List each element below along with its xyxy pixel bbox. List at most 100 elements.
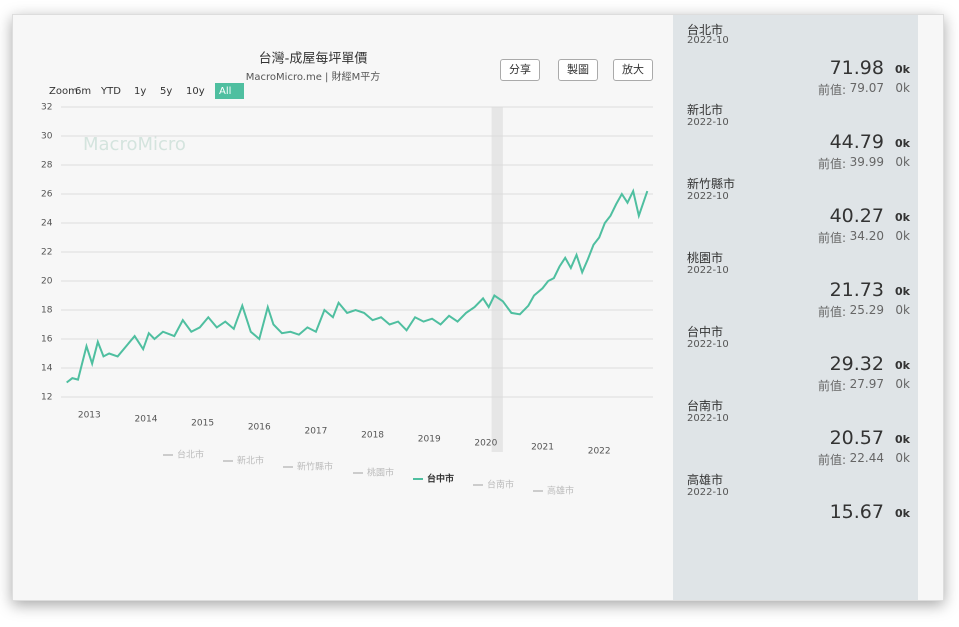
x-tick-label: 2014 — [135, 415, 158, 425]
widget: 台灣-成屋每坪單價 MacroMicro.me | 財經M平方 MacroMic… — [12, 14, 944, 601]
prev-label: 前值: — [817, 157, 846, 171]
sidebar-item[interactable]: 台中市 2022-10 29.32 0k 前值: 27.97 0k — [673, 317, 918, 393]
sidebar-item[interactable]: 桃園市 2022-10 21.73 0k 前值: 25.29 0k — [673, 243, 918, 319]
prev-label: 前值: — [817, 305, 846, 319]
x-tick-label: 2016 — [248, 423, 271, 433]
prev-label: 前值: — [817, 83, 846, 97]
name: 新北市 — [687, 103, 724, 117]
y-tick-label: 18 — [41, 306, 53, 316]
x-tick-label: 2013 — [78, 411, 101, 421]
sidebar-item[interactable]: 新北市 2022-10 44.79 0k 前值: 39.99 0k — [673, 95, 918, 171]
prev-unit: 0k — [895, 155, 910, 169]
legend-item[interactable]: 桃園市 — [367, 467, 394, 479]
y-tick-label: 32 — [41, 103, 52, 113]
series-line — [66, 188, 649, 384]
value: 29.32 — [829, 353, 884, 375]
unit: 0k — [895, 285, 910, 298]
x-tick-label: 2020 — [474, 439, 497, 449]
legend-item[interactable]: 高雄市 — [547, 485, 574, 497]
sidebar-item[interactable]: 新竹縣市 2022-10 40.27 0k 前值: 34.20 0k — [673, 169, 918, 245]
x-tick-label: 2022 — [588, 447, 611, 457]
prev-label: 前值: — [817, 379, 846, 393]
prev-unit: 0k — [895, 377, 910, 391]
name: 高雄市 — [687, 473, 724, 487]
unit: 0k — [895, 507, 910, 520]
date: 2022-10 — [687, 339, 729, 350]
name: 台南市 — [687, 399, 724, 413]
sidebar-item[interactable]: 台南市 2022-10 20.57 0k 前值: 22.44 0k — [673, 391, 918, 467]
date: 2022-10 — [687, 35, 729, 46]
name: 桃園市 — [687, 251, 724, 265]
unit: 0k — [895, 433, 910, 446]
legend-item[interactable]: 新北市 — [237, 455, 264, 467]
chart: 台灣-成屋每坪單價 MacroMicro.me | 財經M平方 MacroMic… — [41, 51, 653, 497]
prev-label: 前值: — [817, 453, 846, 467]
prev-unit: 0k — [895, 451, 910, 465]
legend-item[interactable]: 台南市 — [487, 479, 514, 491]
x-tick-label: 2021 — [531, 443, 554, 453]
zoom-label: Zoom — [49, 86, 78, 97]
value: 71.98 — [829, 57, 884, 79]
prev: 39.99 — [849, 155, 884, 169]
y-tick-label: 22 — [41, 248, 52, 258]
chart-subtitle: MacroMicro.me | 財經M平方 — [246, 70, 380, 83]
sidebar-item[interactable]: 高雄市 2022-10 15.67 0k — [673, 465, 918, 539]
x-tick-label: 2018 — [361, 431, 384, 441]
prev-unit: 0k — [895, 229, 910, 243]
prev: 34.20 — [849, 229, 884, 243]
date: 2022-10 — [687, 117, 729, 128]
draw-button[interactable]: 製圖 — [558, 59, 598, 81]
zoom-option[interactable]: 5y — [160, 86, 172, 97]
sidebar: 台北市 2022-10 71.98 0k 前值: 79.07 0k 新北市 2022-10 44.… — [673, 15, 918, 600]
unit: 0k — [895, 137, 910, 150]
watermark: MacroMicro — [83, 134, 186, 155]
prev: 27.97 — [849, 377, 884, 391]
y-tick-label: 24 — [41, 219, 53, 229]
zoom-active-bg[interactable] — [215, 83, 244, 99]
value: 20.57 — [829, 427, 884, 449]
y-tick-label: 28 — [41, 161, 53, 171]
prev-unit: 0k — [895, 303, 910, 317]
legend-item[interactable]: 台中市 — [427, 473, 454, 485]
name: 台中市 — [687, 325, 724, 339]
zoom-option[interactable]: YTD — [100, 86, 121, 97]
legend-item[interactable]: 台北市 — [177, 449, 204, 461]
name: 新竹縣市 — [687, 177, 736, 191]
y-tick-label: 16 — [41, 335, 53, 345]
prev: 25.29 — [849, 303, 884, 317]
prev: 22.44 — [849, 451, 884, 465]
zoom-option[interactable]: 6m — [75, 86, 91, 97]
zoom-option[interactable]: All — [219, 86, 231, 97]
name: 台北市 — [687, 23, 724, 37]
date: 2022-10 — [687, 265, 729, 276]
y-tick-label: 12 — [41, 393, 52, 403]
unit: 0k — [895, 211, 910, 224]
prev-unit: 0k — [895, 81, 910, 95]
zoom-option[interactable]: 10y — [186, 86, 205, 97]
y-tick-label: 14 — [41, 364, 53, 374]
x-tick-label: 2015 — [191, 419, 214, 429]
chart-title: 台灣-成屋每坪單價 — [259, 51, 368, 67]
unit: 0k — [895, 359, 910, 372]
y-tick-label: 26 — [41, 190, 53, 200]
y-tick-label: 30 — [41, 132, 53, 142]
zoom-option[interactable]: 1y — [134, 86, 146, 97]
date: 2022-10 — [687, 413, 729, 424]
date: 2022-10 — [687, 191, 729, 202]
highlight-band — [491, 107, 503, 452]
legend-item[interactable]: 新竹縣市 — [297, 461, 333, 473]
x-tick-label: 2017 — [304, 427, 327, 437]
value: 21.73 — [829, 279, 884, 301]
date: 2022-10 — [687, 487, 729, 498]
prev: 79.07 — [849, 81, 884, 95]
x-tick-label: 2019 — [418, 435, 441, 445]
sidebar-item[interactable]: 台北市 2022-10 71.98 0k 前值: 79.07 0k — [673, 23, 918, 97]
value: 15.67 — [829, 501, 884, 523]
unit: 0k — [895, 63, 910, 76]
y-tick-label: 20 — [41, 277, 53, 287]
prev-label: 前值: — [817, 231, 846, 245]
value: 44.79 — [829, 131, 884, 153]
share-button[interactable]: 分享 — [500, 59, 540, 81]
zoom-button[interactable]: 放大 — [613, 59, 653, 81]
